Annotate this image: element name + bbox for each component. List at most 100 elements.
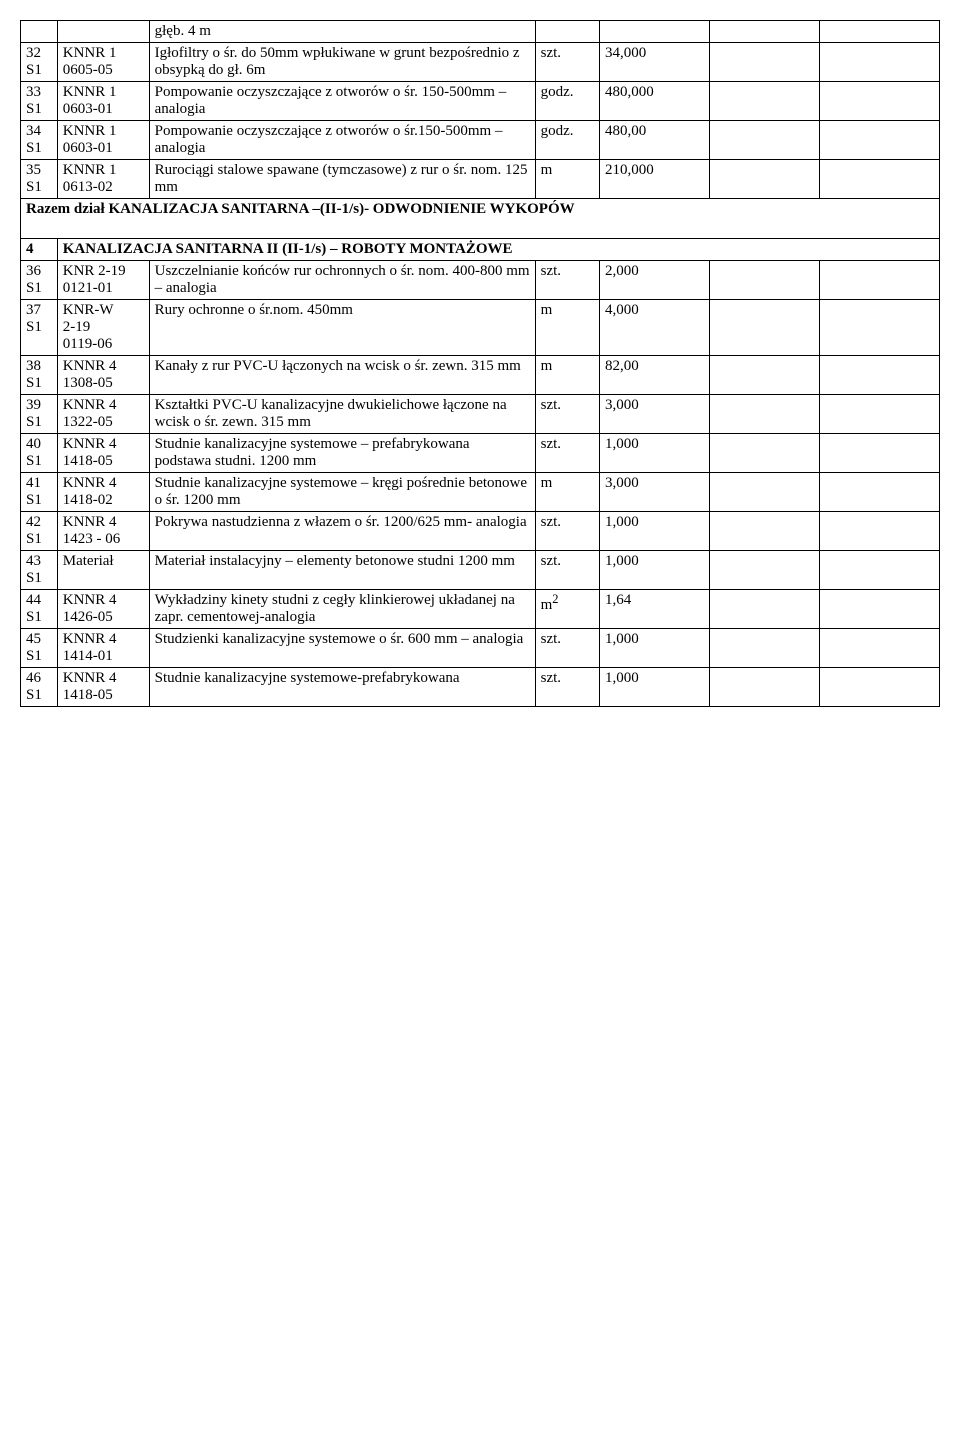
table-row: 44S1KNNR 41426-05Wykładziny kinety studn… xyxy=(21,590,940,629)
cell-description: Kanały z rur PVC-U łączonych na wcisk o … xyxy=(149,356,535,395)
cell-quantity: 1,000 xyxy=(599,551,709,590)
cell-quantity: 2,000 xyxy=(599,261,709,300)
cell-code: KNNR 10603-01 xyxy=(57,121,149,160)
cell-quantity: 480,00 xyxy=(599,121,709,160)
cell-empty-a xyxy=(710,261,820,300)
table-row: 33S1KNNR 10603-01Pompowanie oczyszczając… xyxy=(21,82,940,121)
table-row: 45S1KNNR 41414-01Studzienki kanalizacyjn… xyxy=(21,629,940,668)
cell-code: KNNR 41426-05 xyxy=(57,590,149,629)
cell-empty-a xyxy=(710,512,820,551)
cell-position: 32S1 xyxy=(21,43,58,82)
cell-empty-b xyxy=(820,590,940,629)
table-row: Razem dział KANALIZACJA SANITARNA –(II-1… xyxy=(21,199,940,221)
cell-empty-b xyxy=(820,551,940,590)
cell-empty-b xyxy=(820,43,940,82)
table-row: głęb. 4 m xyxy=(21,21,940,43)
cell-quantity: 3,000 xyxy=(599,473,709,512)
cell-description: Pokrywa nastudzienna z włazem o śr. 1200… xyxy=(149,512,535,551)
cell-empty-b xyxy=(820,629,940,668)
cell-empty-b xyxy=(820,261,940,300)
cell-code: KNNR 10613-02 xyxy=(57,160,149,199)
table-row: 39S1KNNR 41322-05Kształtki PVC-U kanaliz… xyxy=(21,395,940,434)
section-title: KANALIZACJA SANITARNA II (II-1/s) – ROBO… xyxy=(57,239,939,261)
cell-description: Pompowanie oczyszczające z otworów o śr.… xyxy=(149,82,535,121)
cell-unit: m xyxy=(535,473,599,512)
cell-position xyxy=(21,21,58,43)
cell-code: KNNR 41418-05 xyxy=(57,668,149,707)
cell-description: Wykładziny kinety studni z cegły klinkie… xyxy=(149,590,535,629)
cell-code: KNNR 41414-01 xyxy=(57,629,149,668)
cell-unit: szt. xyxy=(535,434,599,473)
cell-empty-a xyxy=(710,395,820,434)
cell-unit: szt. xyxy=(535,512,599,551)
table-row: 34S1KNNR 10603-01Pompowanie oczyszczając… xyxy=(21,121,940,160)
cell-empty-b xyxy=(820,512,940,551)
cell-empty-b xyxy=(820,160,940,199)
cell-empty-a xyxy=(710,160,820,199)
cell-empty-a xyxy=(710,356,820,395)
cell-quantity: 3,000 xyxy=(599,395,709,434)
cell-empty-b xyxy=(820,395,940,434)
cell-description: Rurociągi stalowe spawane (tymczasowe) z… xyxy=(149,160,535,199)
cell-code: KNNR 41418-05 xyxy=(57,434,149,473)
cell-empty-b xyxy=(820,82,940,121)
cell-position: 33S1 xyxy=(21,82,58,121)
cell-quantity: 1,000 xyxy=(599,512,709,551)
cell-quantity: 4,000 xyxy=(599,300,709,356)
cell-code: KNNR 41308-05 xyxy=(57,356,149,395)
cell-description: Materiał instalacyjny – elementy betonow… xyxy=(149,551,535,590)
cell-code: KNNR 41322-05 xyxy=(57,395,149,434)
cell-quantity: 34,000 xyxy=(599,43,709,82)
cell-description: Studnie kanalizacyjne systemowe – kręgi … xyxy=(149,473,535,512)
cell-description: Igłofiltry o śr. do 50mm wpłukiwane w gr… xyxy=(149,43,535,82)
cell-empty-b xyxy=(820,356,940,395)
table-row: 36S1KNR 2-190121-01Uszczelnianie końców … xyxy=(21,261,940,300)
cell-code: Materiał xyxy=(57,551,149,590)
table-row: 42S1KNNR 41423 - 06Pokrywa nastudzienna … xyxy=(21,512,940,551)
cell-code: KNNR 41423 - 06 xyxy=(57,512,149,551)
cell-description: głęb. 4 m xyxy=(149,21,535,43)
cell-empty-a xyxy=(710,551,820,590)
cell-position: 44S1 xyxy=(21,590,58,629)
cell-unit: szt. xyxy=(535,261,599,300)
cell-empty-a xyxy=(710,121,820,160)
cell-quantity: 480,000 xyxy=(599,82,709,121)
cell-quantity: 82,00 xyxy=(599,356,709,395)
cell-code xyxy=(57,21,149,43)
cell-unit: szt. xyxy=(535,551,599,590)
table-row: 37S1KNR-W2-190119-06Rury ochronne o śr.n… xyxy=(21,300,940,356)
cell-position: 40S1 xyxy=(21,434,58,473)
cell-position: 46S1 xyxy=(21,668,58,707)
cell-empty-a xyxy=(710,21,820,43)
cell-unit: godz. xyxy=(535,82,599,121)
cell-empty-b xyxy=(820,434,940,473)
cell-position: 45S1 xyxy=(21,629,58,668)
cell-position: 39S1 xyxy=(21,395,58,434)
cell-empty-a xyxy=(710,43,820,82)
cell-code: KNNR 10605-05 xyxy=(57,43,149,82)
cell-empty-a xyxy=(710,82,820,121)
cell-empty-b xyxy=(820,300,940,356)
table-row: 41S1KNNR 41418-02Studnie kanalizacyjne s… xyxy=(21,473,940,512)
cell-code: KNR 2-190121-01 xyxy=(57,261,149,300)
section-number: 4 xyxy=(21,239,58,261)
cell-unit: m xyxy=(535,300,599,356)
cell-empty-a xyxy=(710,434,820,473)
cell-position: 36S1 xyxy=(21,261,58,300)
cell-quantity: 1,64 xyxy=(599,590,709,629)
cell-empty-a xyxy=(710,668,820,707)
cell-empty-a xyxy=(710,473,820,512)
cell-position: 41S1 xyxy=(21,473,58,512)
cell-code: KNNR 10603-01 xyxy=(57,82,149,121)
table-row: 46S1KNNR 41418-05Studnie kanalizacyjne s… xyxy=(21,668,940,707)
cell-description: Studnie kanalizacyjne systemowe – prefab… xyxy=(149,434,535,473)
table-row xyxy=(21,220,940,239)
cell-unit: m xyxy=(535,356,599,395)
cell-empty-a xyxy=(710,300,820,356)
spacer-row xyxy=(21,220,940,239)
cell-position: 43S1 xyxy=(21,551,58,590)
cell-description: Uszczelnianie końców rur ochronnych o śr… xyxy=(149,261,535,300)
table-row: 35S1KNNR 10613-02Rurociągi stalowe spawa… xyxy=(21,160,940,199)
cell-unit: m xyxy=(535,160,599,199)
cell-position: 37S1 xyxy=(21,300,58,356)
